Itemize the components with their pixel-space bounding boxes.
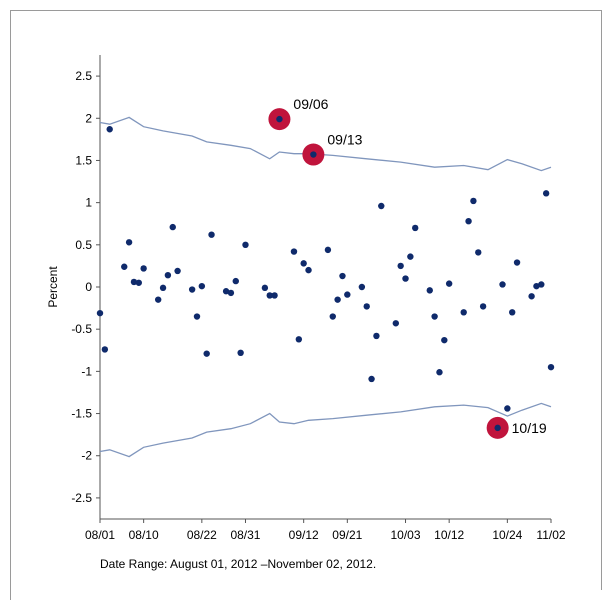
- data-point: [96, 309, 104, 317]
- x-tick-label: 08/31: [230, 528, 260, 542]
- data-point: [412, 224, 419, 232]
- data-point: [222, 288, 230, 295]
- data-point: [106, 126, 113, 133]
- data-point: [460, 309, 467, 316]
- data-point: [344, 291, 351, 298]
- data-point: [232, 277, 239, 285]
- data-point: [271, 292, 278, 299]
- data-point: [441, 336, 448, 344]
- data-point: [504, 405, 511, 412]
- data-point: [208, 231, 215, 238]
- data-point: [538, 281, 545, 288]
- date-range-note: Date Range: August 01, 2012 –November 02…: [100, 557, 377, 571]
- data-point: [436, 369, 443, 376]
- data-point: [310, 151, 317, 158]
- data-point: [378, 202, 385, 210]
- y-tick-label: 1.5: [75, 153, 92, 167]
- y-tick-label: 1: [85, 196, 92, 210]
- x-tick-label: 08/22: [187, 528, 217, 542]
- x-tick-label: 09/12: [289, 528, 319, 542]
- data-point: [509, 309, 516, 316]
- data-point: [368, 375, 375, 383]
- data-point: [188, 286, 196, 293]
- y-tick-label: 0.5: [75, 238, 92, 252]
- x-tick-label: 10/03: [391, 528, 421, 542]
- data-point: [227, 289, 235, 297]
- data-point: [159, 284, 167, 292]
- data-point: [125, 239, 133, 246]
- data-point: [329, 313, 336, 320]
- data-point: [140, 265, 147, 272]
- data-point: [542, 190, 550, 197]
- data-point: [324, 246, 332, 254]
- y-tick-label: 2: [85, 111, 92, 125]
- lower-band-line: [99, 402, 552, 458]
- y-axis-label: Percent: [46, 266, 60, 308]
- data-point: [242, 241, 249, 249]
- data-point: [276, 115, 283, 123]
- data-point: [169, 223, 176, 231]
- upper-band-line: [99, 116, 552, 172]
- data-point: [203, 350, 210, 357]
- data-point: [290, 248, 298, 255]
- data-point: [402, 275, 409, 282]
- y-tick-label: -1.5: [71, 407, 92, 421]
- data-point: [237, 349, 244, 357]
- y-tick-label: 0: [85, 280, 92, 294]
- data-point: [494, 424, 501, 432]
- chart-frame: [10, 10, 602, 590]
- data-point: [174, 267, 181, 275]
- data-point: [513, 259, 521, 266]
- data-point: [300, 260, 307, 267]
- data-point: [295, 336, 303, 343]
- x-tick-label: 10/12: [434, 528, 464, 542]
- data-point: [547, 363, 555, 371]
- data-point: [135, 279, 142, 286]
- data-point: [445, 280, 453, 287]
- y-tick-label: -2: [81, 449, 92, 463]
- highlight-label: 09/13: [327, 132, 362, 148]
- data-point: [426, 287, 433, 294]
- data-point: [358, 283, 366, 291]
- highlight-label: 09/06: [293, 96, 328, 112]
- data-point: [198, 282, 206, 290]
- data-point: [164, 271, 172, 279]
- data-point: [154, 296, 162, 303]
- data-point: [499, 281, 506, 288]
- data-point: [339, 272, 346, 280]
- data-point: [470, 197, 477, 205]
- y-tick-label: -2.5: [71, 491, 92, 505]
- data-point: [193, 313, 201, 320]
- x-tick-label: 11/02: [536, 528, 565, 542]
- data-point: [261, 284, 269, 292]
- data-point: [465, 217, 472, 225]
- data-point: [431, 313, 438, 320]
- y-tick-label: 2.5: [75, 69, 92, 83]
- data-point: [397, 262, 404, 270]
- y-tick-label: -1: [81, 364, 92, 378]
- data-point: [121, 263, 128, 270]
- y-tick-label: -0.5: [71, 322, 92, 336]
- data-point: [101, 346, 109, 353]
- data-point: [334, 296, 341, 303]
- data-point: [479, 303, 487, 310]
- chart-frame-left-edge: [10, 10, 11, 600]
- data-point: [363, 303, 370, 310]
- x-tick-label: 08/01: [85, 528, 115, 542]
- x-tick-label: 08/10: [129, 528, 159, 542]
- x-tick-label: 10/24: [492, 528, 522, 542]
- highlight-label: 10/19: [512, 420, 547, 436]
- data-point: [528, 293, 535, 300]
- data-point: [373, 332, 380, 340]
- data-point: [266, 292, 273, 299]
- data-point: [533, 282, 540, 290]
- data-point: [305, 266, 312, 274]
- data-point: [407, 253, 414, 260]
- data-point: [475, 249, 482, 256]
- x-tick-label: 09/21: [332, 528, 362, 542]
- data-point: [392, 320, 400, 327]
- data-point: [130, 278, 138, 286]
